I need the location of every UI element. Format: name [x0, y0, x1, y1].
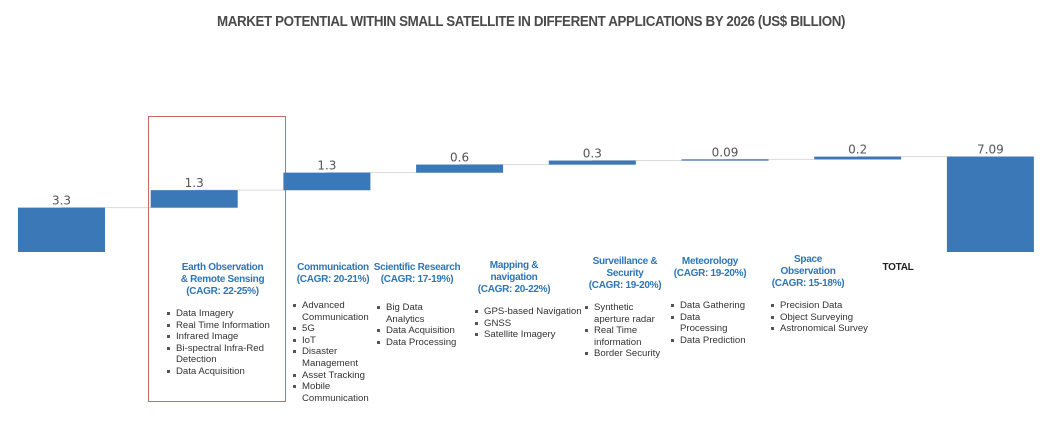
list-item: Infrared Image	[166, 331, 285, 343]
list-item: Mobile Communication	[292, 381, 372, 404]
category-heading: Scientific Research (CAGR: 17-19%)	[373, 262, 461, 285]
category-heading: TOTAL	[882, 262, 914, 273]
category-scientific-research: Scientific Research (CAGR: 17-19%) Big D…	[372, 262, 462, 348]
list-item: Data Acquisition	[376, 325, 462, 337]
bar-step-2	[283, 172, 371, 191]
list-item: Real Time Information	[166, 320, 285, 332]
category-heading: Communication (CAGR: 20-21%)	[296, 262, 370, 285]
list-item: Asset Tracking	[292, 370, 374, 382]
list-item: Bi-spectral Infra-Red Detection	[166, 343, 276, 366]
list-item: Data Imagery	[166, 308, 285, 320]
list-item: Synthetic aperture radar	[584, 302, 656, 325]
data-label: 0.3	[583, 147, 602, 161]
list-item: Real Time information	[584, 325, 656, 348]
list-item: GNSS	[474, 318, 584, 330]
category-heading: Surveillance & Security (CAGR: 19-20%)	[588, 256, 662, 291]
category-heading: Mapping & navigation (CAGR: 20-22%)	[477, 260, 551, 295]
bar-step-1	[150, 190, 238, 208]
category-mapping-navigation: Mapping & navigation (CAGR: 20-22%) GPS-…	[474, 260, 584, 341]
bar-step-5	[681, 159, 769, 161]
list-item: IoT	[292, 335, 374, 347]
bar-step-3	[416, 164, 504, 173]
category-heading: Space Observation (CAGR: 15-18%)	[771, 254, 845, 289]
list-item: Data Gathering	[670, 300, 750, 312]
list-item: Disaster Management	[292, 346, 362, 369]
list-item: Big Data Analytics	[376, 302, 462, 325]
category-earth-observation: Earth Observation & Remote Sensing (CAGR…	[160, 262, 285, 378]
data-label: 0.6	[450, 151, 469, 165]
list-item: Advanced Communication	[292, 300, 372, 323]
data-label: 0.2	[848, 143, 867, 157]
list-item: Object Surveying	[770, 312, 870, 324]
data-label: 1.3	[317, 159, 336, 173]
category-space-observation: Space Observation (CAGR: 15-18%) Precisi…	[770, 254, 870, 335]
list-item: Data Prediction	[670, 335, 750, 347]
list-item: Data Acquisition	[166, 366, 285, 378]
chart-title: MARKET POTENTIAL WITHIN SMALL SATELLITE …	[216, 14, 846, 30]
bar-total	[946, 156, 1034, 252]
list-item: 5G	[292, 323, 374, 335]
category-heading: Meteorology (CAGR: 19-20%)	[673, 256, 747, 279]
bar-step-4	[548, 160, 636, 165]
list-item: Data Processing	[376, 337, 462, 349]
bar-base	[18, 207, 105, 252]
data-label: 3.3	[52, 194, 71, 208]
category-surveillance-security: Surveillance & Security (CAGR: 19-20%) S…	[580, 256, 670, 360]
list-item: Data Processing	[670, 312, 750, 335]
category-heading: Earth Observation & Remote Sensing (CAGR…	[180, 262, 265, 297]
category-communication: Communication (CAGR: 20-21%) Advanced Co…	[292, 262, 374, 404]
list-item: Astronomical Survey	[770, 323, 870, 335]
list-item: Border Security	[584, 348, 670, 360]
highlight-box-earth-observation	[148, 116, 286, 402]
data-label: 0.09	[712, 145, 739, 159]
category-meteorology: Meteorology (CAGR: 19-20%) Data Gatherin…	[670, 256, 750, 346]
bar-step-6	[814, 156, 902, 160]
list-item: Precision Data	[770, 300, 870, 312]
list-item: Satellite Imagery	[474, 329, 584, 341]
data-label: 1.3	[185, 176, 204, 190]
list-item: GPS-based Navigation	[474, 306, 584, 318]
data-label: 7.09	[977, 143, 1004, 157]
category-total: TOTAL	[878, 262, 918, 274]
